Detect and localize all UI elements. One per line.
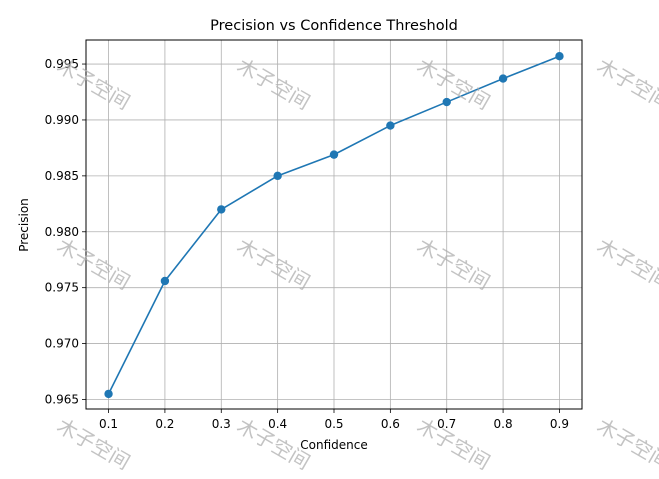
x-tick-label: 0.1 (99, 417, 118, 431)
watermark-text: 木子空间 (593, 54, 659, 115)
y-tick-label: 0.975 (45, 281, 79, 295)
data-point (217, 205, 226, 214)
x-tick-label: 0.8 (494, 417, 513, 431)
y-tick-label: 0.965 (45, 392, 79, 406)
watermark-text: 木子空间 (593, 414, 659, 475)
x-tick-label: 0.7 (437, 417, 456, 431)
x-axis-ticks: 0.1 0.2 0.3 0.4 0.5 0.6 0.7 0.8 0.9 (99, 409, 569, 431)
data-point (104, 389, 113, 399)
data-point (160, 276, 170, 286)
x-tick-label: 0.9 (550, 417, 569, 431)
x-tick-label: 0.4 (268, 417, 287, 431)
watermark-text: 木子空间 (53, 414, 134, 475)
data-point (386, 121, 395, 130)
series-layer (104, 52, 564, 399)
data-point (273, 171, 282, 181)
watermark-text: 木子空间 (233, 234, 314, 295)
x-tick-label: 0.2 (155, 417, 174, 431)
y-tick-label: 0.970 (45, 337, 79, 351)
watermark-text: 木子空间 (413, 234, 494, 295)
y-axis-label: Precision (17, 198, 31, 252)
x-tick-label: 0.6 (381, 417, 400, 431)
data-point (498, 74, 508, 83)
data-point (329, 150, 339, 159)
y-tick-label: 0.995 (45, 57, 79, 71)
watermark-text: 木子空间 (53, 54, 134, 115)
data-point (442, 97, 451, 107)
x-axis-label: Confidence (300, 438, 367, 452)
y-tick-label: 0.980 (45, 225, 79, 239)
watermark-text: 木子空间 (593, 234, 659, 295)
y-tick-label: 0.985 (45, 169, 79, 183)
chart-title: Precision vs Confidence Threshold (210, 18, 458, 34)
watermark-text: 木子空间 (233, 54, 314, 115)
y-axis-ticks: 0.965 0.970 0.975 0.980 0.985 0.990 0.995 (45, 57, 86, 406)
x-tick-label: 0.3 (212, 417, 231, 431)
y-tick-label: 0.990 (45, 113, 79, 127)
grid (86, 40, 582, 409)
watermark-text: 木子空间 (413, 54, 494, 115)
x-tick-label: 0.5 (324, 417, 343, 431)
data-point (555, 52, 564, 61)
